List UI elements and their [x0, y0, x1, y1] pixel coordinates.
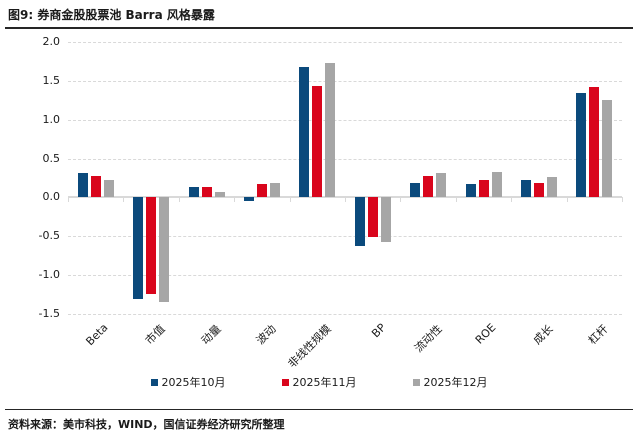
chart-title: 图9: 券商金股股票池 Barra 风格暴露	[8, 8, 215, 22]
bar-2025年11月-ROE	[478, 179, 489, 198]
bar-2025年11月-Beta	[90, 176, 101, 198]
y-axis-tick-label: -1.5	[38, 307, 60, 320]
source-divider	[5, 409, 633, 410]
bar-2025年12月-波动	[269, 183, 280, 198]
x-axis-label: Beta	[83, 321, 111, 349]
bar-2025年11月-杠杆	[589, 87, 600, 198]
gridline	[68, 42, 622, 43]
bar-2025年12月-杠杆	[602, 100, 613, 198]
x-axis-tick	[400, 197, 402, 203]
legend: 2025年10月 2025年11月 2025年12月	[0, 374, 638, 390]
y-axis-tick-label: -0.5	[38, 229, 60, 243]
legend-item: 2025年11月	[281, 374, 357, 390]
bar-2025年10月-ROE	[465, 184, 476, 198]
legend-item: 2025年12月	[412, 374, 488, 390]
x-axis-tick	[566, 197, 568, 203]
bar-2025年10月-波动	[243, 197, 254, 201]
gridline	[68, 119, 622, 121]
gridline	[68, 158, 622, 160]
legend-label: 2025年12月	[423, 376, 488, 389]
x-axis-tick	[289, 197, 291, 203]
source-note: 资料来源：美市科技，WIND，国信证券经济研究所整理	[8, 418, 285, 431]
legend-item: 2025年10月	[150, 374, 226, 390]
bar-2025年10月-Beta	[77, 172, 88, 198]
bar-2025年12月-BP	[380, 197, 391, 242]
x-axis-tick	[622, 197, 623, 203]
bar-2025年11月-动量	[201, 186, 212, 198]
bar-2025年12月-市值	[159, 197, 170, 302]
x-axis-label: ROE	[473, 321, 499, 347]
gridline	[68, 80, 622, 82]
bar-2025年11月-非线性规模	[312, 85, 323, 198]
title-divider	[5, 27, 633, 29]
x-axis-label: 动量	[198, 322, 224, 348]
bar-2025年10月-BP	[354, 197, 365, 247]
x-axis-tick	[178, 197, 180, 203]
bar-2025年12月-成长	[546, 177, 557, 198]
x-axis-label: 流动性	[412, 322, 445, 355]
legend-swatch	[412, 378, 420, 386]
x-axis-tick	[345, 197, 346, 203]
bar-2025年10月-流动性	[410, 183, 421, 198]
x-axis-label: 波动	[253, 322, 279, 348]
bar-2025年11月-流动性	[423, 175, 434, 198]
x-axis-tick	[68, 197, 69, 203]
bar-2025年12月-流动性	[436, 173, 447, 198]
bar-2025年10月-成长	[520, 179, 531, 198]
legend-swatch	[150, 378, 158, 386]
y-axis-tick-label: 2.0	[42, 35, 61, 48]
gridline	[68, 236, 622, 238]
bar-2025年10月-非线性规模	[299, 66, 310, 198]
bar-2025年11月-市值	[146, 197, 157, 294]
bar-2025年12月-Beta	[103, 180, 114, 198]
legend-label: 2025年11月	[292, 376, 357, 389]
x-axis-label: 市值	[142, 322, 168, 348]
x-axis-label: 成长	[530, 322, 556, 348]
bar-2025年12月-ROE	[491, 171, 502, 198]
y-axis-tick-label: 0.0	[42, 190, 61, 204]
bar-2025年12月-动量	[214, 191, 225, 198]
gridline	[68, 275, 622, 277]
x-axis-tick	[234, 197, 236, 203]
x-axis-tick	[511, 197, 513, 203]
bar-2025年11月-波动	[256, 184, 267, 198]
bar-2025年12月-非线性规模	[325, 62, 336, 198]
legend-swatch	[281, 378, 289, 386]
y-axis-tick-label: 1.0	[42, 112, 61, 126]
bar-2025年11月-BP	[367, 197, 378, 238]
x-axis-label: 杠杆	[586, 322, 611, 348]
legend-label: 2025年10月	[161, 376, 226, 389]
bar-2025年10月-动量	[188, 187, 199, 198]
gridline	[68, 314, 622, 315]
y-axis-tick-label: 1.5	[42, 73, 61, 87]
x-axis-tick	[455, 197, 457, 203]
y-axis-tick-label: -1.0	[38, 268, 60, 282]
bar-2025年10月-杠杆	[576, 92, 587, 198]
bar-2025年10月-市值	[133, 197, 144, 300]
x-axis-tick	[123, 197, 125, 203]
y-axis-tick-label: 0.5	[42, 151, 61, 165]
bar-2025年11月-成长	[533, 182, 544, 198]
x-axis-label: BP	[368, 321, 388, 341]
x-axis-label: 非线性规模	[285, 322, 334, 371]
